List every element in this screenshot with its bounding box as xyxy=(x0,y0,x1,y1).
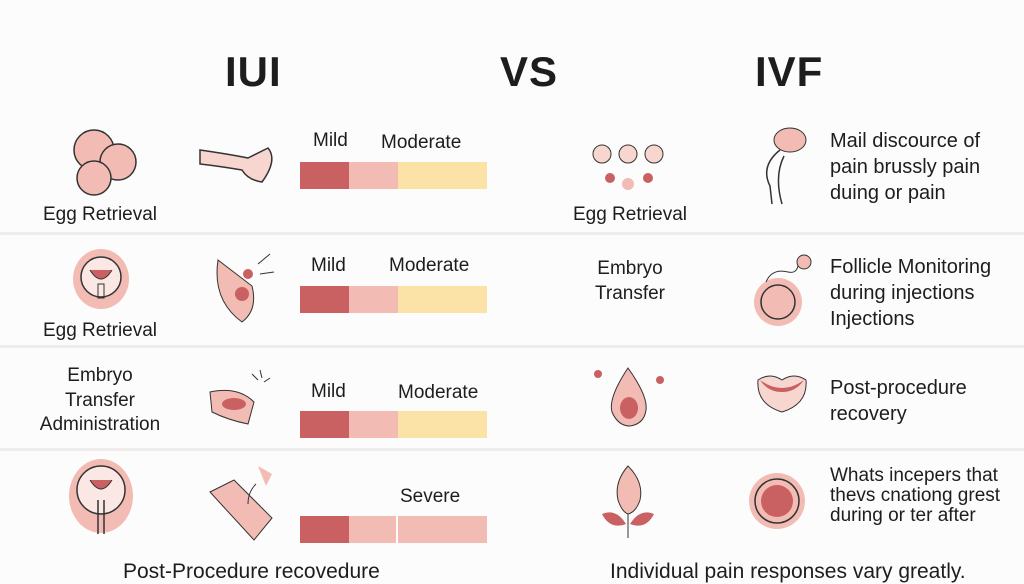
hand-catheter-icon xyxy=(209,466,273,541)
ivf-header: IVF xyxy=(755,48,824,95)
scale-label-mild: Mild xyxy=(313,130,348,151)
desc-line: Follicle Monitoring xyxy=(830,256,992,278)
scale-label-mild: Mild xyxy=(311,381,346,402)
desc-line: during injections xyxy=(830,282,975,304)
pain-bar xyxy=(300,516,487,543)
eggs-icon xyxy=(73,129,137,196)
iui-footer: Post-Procedure recovedure xyxy=(123,560,380,583)
tissue-icon xyxy=(757,375,807,413)
uterus-icon xyxy=(765,127,807,205)
ivf-row1-label: Egg Retrieval xyxy=(572,204,688,225)
iui-row1-label: Egg Retrieval xyxy=(42,204,158,225)
label-line: Administration xyxy=(39,414,161,435)
arm-icon xyxy=(199,147,273,183)
ivf-row3-description: Post-procedure recovery xyxy=(830,375,967,427)
iui-row3-label: Embryo Transfer Administration xyxy=(20,364,180,438)
scale-label-moderate: Moderate xyxy=(389,255,470,276)
iui-row2-label: Egg Retrieval xyxy=(42,320,158,341)
pain-bar xyxy=(300,286,487,313)
desc-line: recovery xyxy=(830,403,907,425)
ivf-row4-description: Whats incepers that thevs cnationg grest d… xyxy=(830,466,1000,526)
iui-header: IUI xyxy=(225,48,282,95)
row-divider xyxy=(0,345,1024,348)
droplet-icon xyxy=(594,367,664,427)
uterus-catheter-icon xyxy=(69,459,133,534)
follicle-icon xyxy=(754,254,812,326)
row-divider xyxy=(0,448,1024,451)
egg-cell-icon xyxy=(749,473,805,529)
desc-line: during or ter after xyxy=(830,505,976,526)
scale-label-moderate: Moderate xyxy=(398,382,479,403)
scale-label-severe: Severe xyxy=(400,486,461,507)
uterus-circle-icon xyxy=(73,249,129,309)
desc-line: Injections xyxy=(830,308,915,330)
label-line: Transfer xyxy=(64,389,136,411)
ivf-row2-description: Follicle Monitoring during injections Inje… xyxy=(830,254,991,332)
desc-line: Whats incepers that xyxy=(830,465,998,486)
scale-label-mild: Mild xyxy=(311,255,346,276)
row-divider xyxy=(0,232,1024,235)
transfer-icon xyxy=(209,369,271,425)
label-line: Embryo xyxy=(597,258,663,279)
ivf-row1-description: Mail discource of pain brussly pain duing … xyxy=(830,128,980,206)
desc-line: Mail discource of xyxy=(830,130,981,152)
desc-line: Post-procedure xyxy=(830,377,967,399)
vs-header: VS xyxy=(500,48,559,95)
label-line: Transfer xyxy=(594,282,666,304)
flame-flower-icon xyxy=(602,465,654,538)
label-line: Embryo xyxy=(67,365,133,386)
injection-icon xyxy=(216,253,275,323)
desc-line: thevs cnationg grest xyxy=(830,485,1001,506)
pain-bar xyxy=(300,162,487,189)
desc-line: duing or pain xyxy=(830,182,946,204)
follicles-icon xyxy=(592,144,664,190)
desc-line: pain brussly pain xyxy=(830,156,981,178)
scale-label-moderate: Moderate xyxy=(381,132,462,153)
pain-bar xyxy=(300,411,487,438)
ivf-footer: Individual pain responses vary greatly. xyxy=(610,560,966,583)
ivf-row2-label: Embryo Transfer xyxy=(550,257,710,306)
